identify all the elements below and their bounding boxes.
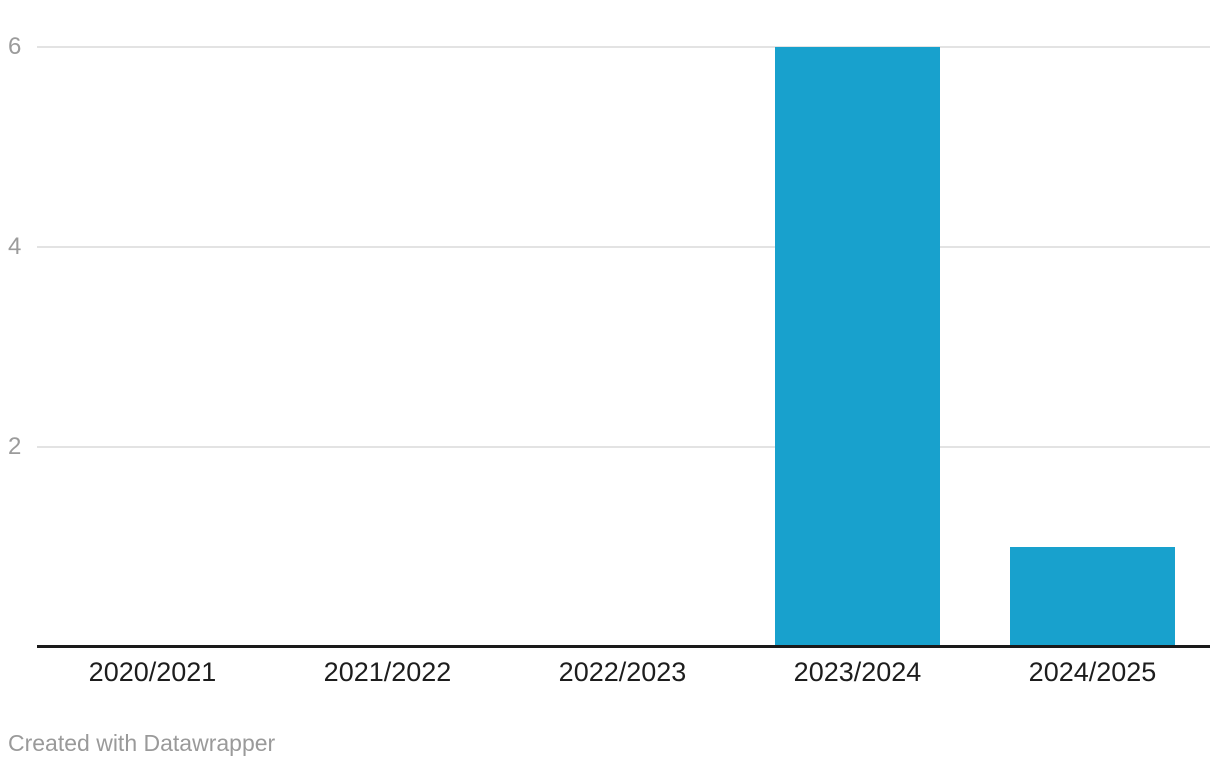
gridline xyxy=(37,246,1210,248)
x-axis-tick-label: 2024/2025 xyxy=(1028,657,1157,687)
x-axis-line xyxy=(37,645,1210,648)
gridline xyxy=(37,446,1210,448)
bar xyxy=(775,47,940,647)
x-axis-tick-label: 2022/2023 xyxy=(558,657,687,687)
y-axis-tick-label: 4 xyxy=(8,233,22,260)
gridline xyxy=(37,46,1210,48)
bar xyxy=(1010,547,1175,647)
x-axis-tick-label: 2020/2021 xyxy=(88,657,217,687)
x-axis-tick-label: 2023/2024 xyxy=(793,657,922,687)
x-axis-tick-label: 2021/2022 xyxy=(323,657,452,687)
datawrapper-attribution: Created with Datawrapper xyxy=(8,730,276,756)
y-axis-tick-label: 2 xyxy=(8,433,22,460)
y-axis-tick-label: 6 xyxy=(8,33,22,60)
